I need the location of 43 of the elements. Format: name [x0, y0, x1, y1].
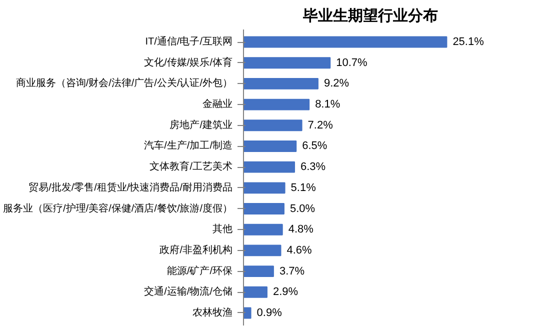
- y-tick-label: 政府/非盈利机构: [160, 244, 233, 256]
- bar: [244, 140, 297, 152]
- y-tick-label: 服务业（医疗/护理/美容/保健/酒店/餐饮/旅游/度假）: [3, 202, 233, 214]
- y-tick-label: 其他: [212, 223, 232, 236]
- data-label: 0.9%: [256, 306, 282, 319]
- bar: [244, 78, 318, 90]
- data-label: 8.1%: [315, 98, 340, 111]
- data-label: 25.1%: [452, 36, 484, 48]
- bar: [244, 307, 252, 319]
- y-tick-label: 能源/矿产/环保: [166, 264, 233, 277]
- y-tick-label: 汽车/生产/加工/制造: [144, 140, 233, 152]
- bar: [244, 182, 286, 194]
- chart-title: 毕业生期望行业分布: [302, 6, 438, 24]
- y-tick-label: 农林牧渔: [192, 306, 232, 318]
- data-label: 6.5%: [302, 140, 328, 152]
- data-label: 6.3%: [300, 161, 326, 174]
- y-tick-label: 金融业: [202, 98, 232, 110]
- bar: [244, 244, 282, 256]
- bar: [244, 203, 284, 214]
- data-label: 5.0%: [290, 202, 316, 215]
- bar: [244, 224, 283, 236]
- y-tick-label: 文体教育/工艺美术: [150, 160, 233, 173]
- data-label: 3.7%: [279, 265, 305, 278]
- data-label: 2.9%: [272, 286, 298, 298]
- data-label: 9.2%: [324, 78, 350, 90]
- y-tick-label: 文化/传媒/娱乐/体育: [144, 56, 233, 68]
- data-label: 4.6%: [286, 244, 312, 256]
- bar: [244, 57, 331, 69]
- data-label: 4.8%: [288, 224, 314, 236]
- bar: [244, 120, 302, 132]
- y-tick-label: IT/通信/电子/互联网: [145, 36, 233, 48]
- bar: [244, 36, 448, 48]
- data-label: 5.1%: [290, 182, 316, 194]
- y-tick-label: 贸易/批发/零售/租赁业/快速消费品/耐用消费品: [28, 181, 233, 194]
- bar: [244, 98, 310, 110]
- data-label: 7.2%: [308, 119, 334, 132]
- y-tick-label: 商业服务（咨询/财会/法律/广告/公关/认证/外包）: [16, 77, 232, 90]
- data-label: 10.7%: [336, 56, 368, 69]
- bar: [244, 266, 274, 278]
- bar: [244, 286, 268, 298]
- y-tick-label: 房地产/建筑业: [170, 118, 233, 131]
- bar: [244, 161, 295, 173]
- y-tick-label: 交通/运输/物流/仓储: [144, 286, 233, 298]
